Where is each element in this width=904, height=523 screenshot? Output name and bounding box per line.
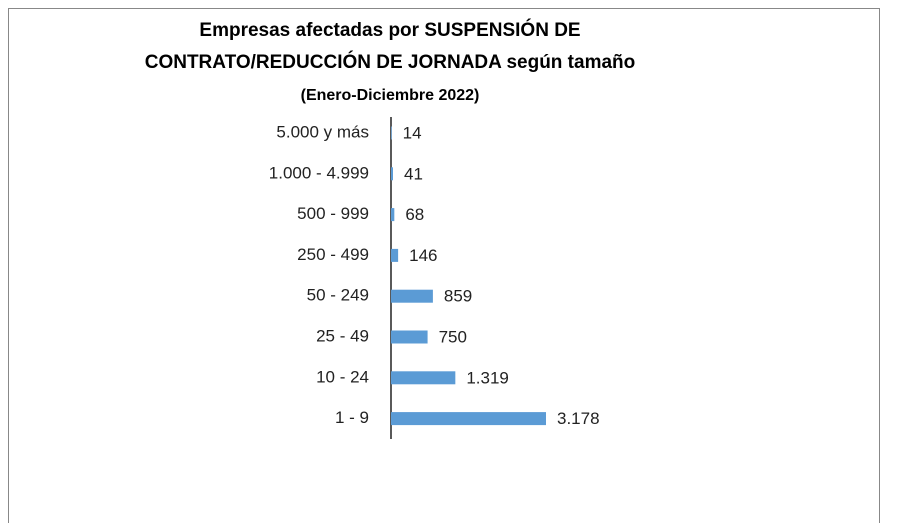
y-tick-label: 250 - 499	[297, 245, 369, 264]
chart-subtitle: (Enero-Diciembre 2022)	[301, 87, 480, 104]
chart-title: CONTRATO/REDUCCIÓN DE JORNADA según tama…	[145, 51, 636, 73]
data-label: 14	[403, 123, 422, 142]
data-label: 750	[439, 327, 467, 346]
data-label: 1.319	[466, 368, 509, 387]
bar	[391, 208, 395, 222]
bar	[391, 126, 392, 140]
y-tick-label: 10 - 24	[316, 367, 369, 386]
bar	[391, 330, 428, 344]
bar	[391, 289, 433, 303]
data-label: 859	[444, 287, 472, 306]
bar	[391, 371, 456, 385]
data-label: 3.178	[557, 409, 600, 428]
y-tick-label: 1 - 9	[335, 408, 369, 427]
y-tick-label: 5.000 y más	[276, 122, 369, 141]
bar	[391, 248, 399, 262]
chart-title: Empresas afectadas por SUSPENSIÓN DE	[199, 19, 580, 41]
y-tick-label: 1.000 - 4.999	[269, 163, 369, 182]
data-label: 41	[404, 164, 423, 183]
frame	[8, 8, 880, 523]
y-tick-label: 25 - 49	[316, 326, 369, 345]
y-tick-label: 500 - 999	[297, 204, 369, 223]
bar	[391, 167, 393, 181]
data-label: 68	[405, 205, 424, 224]
data-label: 146	[409, 246, 437, 265]
bar	[391, 412, 546, 426]
y-tick-label: 50 - 249	[307, 286, 369, 305]
